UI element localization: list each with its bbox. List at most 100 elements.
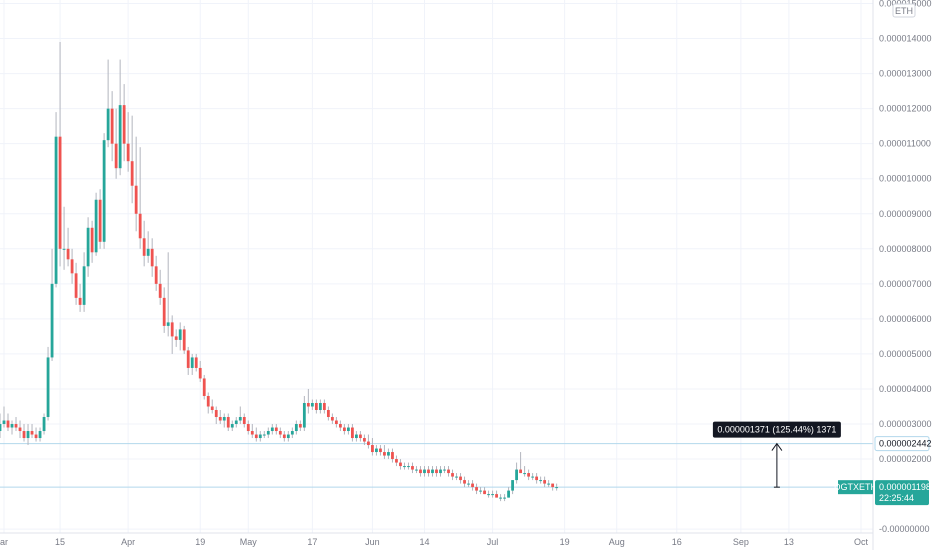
candle-body [355, 434, 358, 439]
countdown-label: 22:25:44 [879, 493, 914, 503]
candle-body [74, 273, 78, 298]
candle-body [286, 434, 290, 439]
candle-body [511, 480, 514, 491]
symbol-label: DGTXETH [834, 482, 877, 492]
candle-body [214, 410, 218, 418]
symbol-badge [838, 480, 873, 495]
grid [0, 0, 873, 533]
candle-body [499, 497, 502, 499]
candle-body [491, 494, 494, 496]
candle-body [407, 466, 410, 468]
candle-body [298, 424, 302, 428]
candle-body [326, 410, 330, 418]
candle-body [186, 350, 190, 368]
y-tick-label: 0.000003000 [879, 419, 932, 429]
hline-price-badge [874, 436, 930, 452]
x-tick-label: Jun [365, 537, 380, 547]
candle-body [34, 434, 38, 439]
candle-body [246, 424, 250, 432]
x-tick-label: Oct [854, 537, 869, 547]
y-tick-label: 0.000009000 [879, 209, 932, 219]
candle-body [94, 199, 98, 253]
candle-body [547, 483, 551, 485]
y-tick-label: 0.000005000 [879, 349, 932, 359]
candle-body [443, 469, 446, 471]
time-axis[interactable]: ar 15 Apr 19 May 17 Jun 14 Jul 19 Aug 16 Sep 13 Oct [0, 532, 873, 547]
candle-body [178, 329, 182, 340]
candle-body [383, 452, 386, 456]
candle-body [495, 494, 498, 498]
candle-body [270, 427, 274, 432]
candle-body [38, 431, 42, 439]
x-tick-label: 16 [672, 537, 682, 547]
candle-body [415, 469, 418, 471]
candle-body [50, 283, 54, 358]
x-tick-label: Apr [121, 537, 135, 547]
candle-body [543, 480, 547, 484]
candle-body [483, 490, 486, 495]
candle-body [146, 248, 150, 256]
candle-body [371, 445, 374, 453]
candle-body [194, 357, 198, 368]
candle-body [375, 448, 378, 453]
candle-body [423, 469, 426, 474]
candle-body [218, 417, 222, 421]
candle-body [46, 357, 50, 418]
candle-body [238, 417, 242, 421]
x-tick-label: 15 [55, 537, 65, 547]
candle-body [515, 469, 518, 481]
y-tick-label: 0.000014000 [879, 34, 932, 44]
candle-body [158, 283, 162, 298]
candle-body [290, 431, 294, 435]
candle-body [346, 427, 350, 432]
candle-body [419, 469, 422, 474]
candle-body [222, 417, 226, 421]
candle-body [86, 227, 90, 267]
candle-body [170, 322, 174, 337]
candle-body [391, 452, 394, 460]
candle-body [399, 462, 402, 467]
candle-body [302, 402, 306, 428]
candle-body [202, 378, 206, 396]
candle-body [334, 420, 338, 425]
candle-body [134, 185, 138, 214]
candle-body [242, 417, 246, 425]
candle-body [118, 105, 122, 169]
y-tick-label: 0.000008000 [879, 244, 932, 254]
candle-body [519, 469, 522, 474]
candle-body [294, 424, 298, 432]
candle-body [403, 466, 406, 468]
candle-body [447, 469, 450, 474]
candle-body [70, 259, 74, 274]
candle-body [439, 469, 442, 474]
candle-body [262, 434, 266, 436]
y-tick-label: 0.000006000 [879, 314, 932, 324]
candle-body [30, 431, 34, 435]
measure-arrow-head [771, 442, 783, 451]
candle-body [166, 322, 170, 326]
candle-body [66, 248, 70, 260]
candle-body [114, 143, 118, 169]
candle-body [138, 213, 142, 239]
currency-label: ETH [895, 6, 913, 16]
candle-body [130, 161, 134, 186]
candle-body [22, 431, 26, 439]
candle-body [322, 402, 326, 410]
candle-body [250, 431, 254, 435]
candle-body [338, 424, 342, 428]
horizontal-line-group [0, 443, 873, 488]
price-axis[interactable]: -0.00000000 0.000002000 0.000003000 0.00000… [872, 0, 932, 550]
candle-body [110, 108, 114, 144]
candle-body [282, 434, 286, 439]
candle-body [62, 248, 66, 250]
candle-body [42, 417, 46, 432]
candles [0, 42, 559, 502]
candle-body [395, 459, 398, 463]
candle-body [531, 476, 535, 478]
x-tick-label: 17 [307, 537, 317, 547]
candle-body [206, 395, 210, 407]
candle-body [78, 297, 82, 305]
candle-body [471, 483, 474, 488]
candle-body [363, 438, 366, 442]
